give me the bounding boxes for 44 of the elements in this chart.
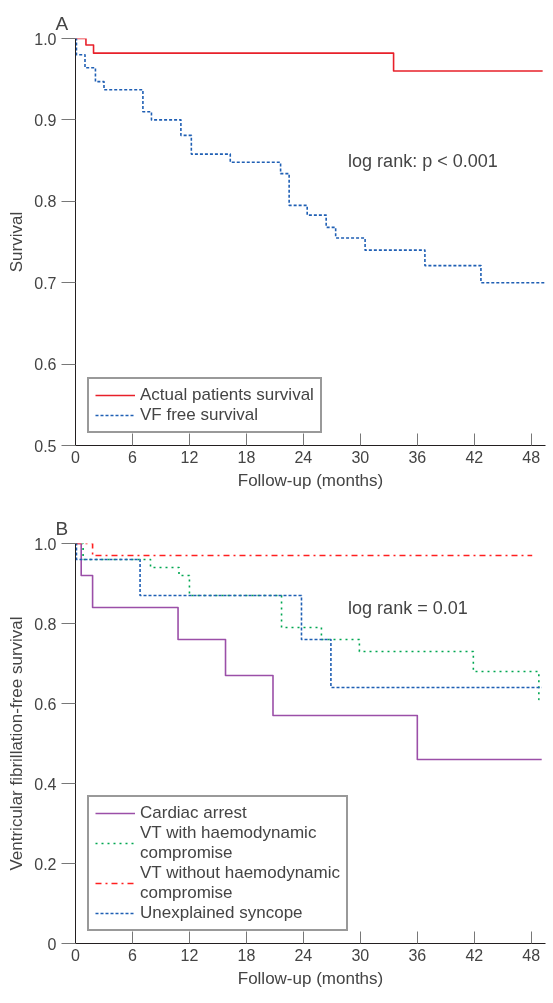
y-axis-title: Survival	[7, 211, 27, 273]
y-tick-label: 0.9	[34, 111, 57, 129]
x-tick-label: 12	[180, 946, 199, 964]
x-tick-label: 30	[351, 448, 370, 466]
x-tick-label: 24	[294, 946, 313, 964]
x-tick-label: 18	[237, 946, 256, 964]
x-tick-label: 36	[408, 946, 427, 964]
x-tick-label: 30	[351, 946, 370, 964]
x-tick-label: 6	[128, 448, 138, 466]
x-axis-title: Follow-up (months)	[237, 470, 384, 490]
annotation: log rank = 0.01	[348, 597, 468, 618]
y-tick-label: 0.6	[34, 695, 57, 713]
x-tick-label: 48	[522, 448, 541, 466]
y-tick-label: 0.6	[34, 356, 57, 374]
y-tick-label: 0.8	[34, 615, 57, 633]
chart-title: B	[55, 517, 69, 539]
x-tick-label: 42	[465, 946, 484, 964]
legend-label: Unexplained syncope	[140, 903, 303, 923]
y-tick-label: 0.7	[34, 274, 57, 292]
legend-label: VT with haemodynamic compromise	[140, 823, 317, 863]
x-axis-title: Follow-up (months)	[237, 968, 384, 988]
annotation: log rank: p < 0.001	[348, 150, 498, 171]
legend-label: Actual patients survival	[140, 385, 314, 405]
y-tick-label: 0.8	[34, 193, 57, 211]
y-tick-label: 0.4	[34, 775, 57, 793]
y-tick-label: 0	[47, 935, 57, 953]
x-tick-label: 0	[71, 946, 81, 964]
x-tick-label: 42	[465, 448, 484, 466]
x-tick-label: 6	[128, 946, 138, 964]
y-tick-label: 1.0	[34, 30, 57, 48]
x-tick-label: 24	[294, 448, 313, 466]
legend-label: Cardiac arrest	[140, 803, 247, 823]
x-tick-label: 36	[408, 448, 427, 466]
chart-title: A	[55, 12, 69, 34]
y-axis-title: Ventricular fibrillation-free survival	[7, 616, 27, 871]
y-tick-label: 1.0	[34, 535, 57, 553]
x-tick-label: 0	[71, 448, 81, 466]
x-tick-label: 48	[522, 946, 541, 964]
x-tick-label: 12	[180, 448, 199, 466]
x-tick-label: 18	[237, 448, 256, 466]
legend-label: VF free survival	[140, 405, 259, 425]
legend-label: VT without haemodynamic compromise	[140, 863, 341, 903]
y-tick-label: 0.2	[34, 855, 57, 873]
y-tick-label: 0.5	[34, 437, 57, 455]
